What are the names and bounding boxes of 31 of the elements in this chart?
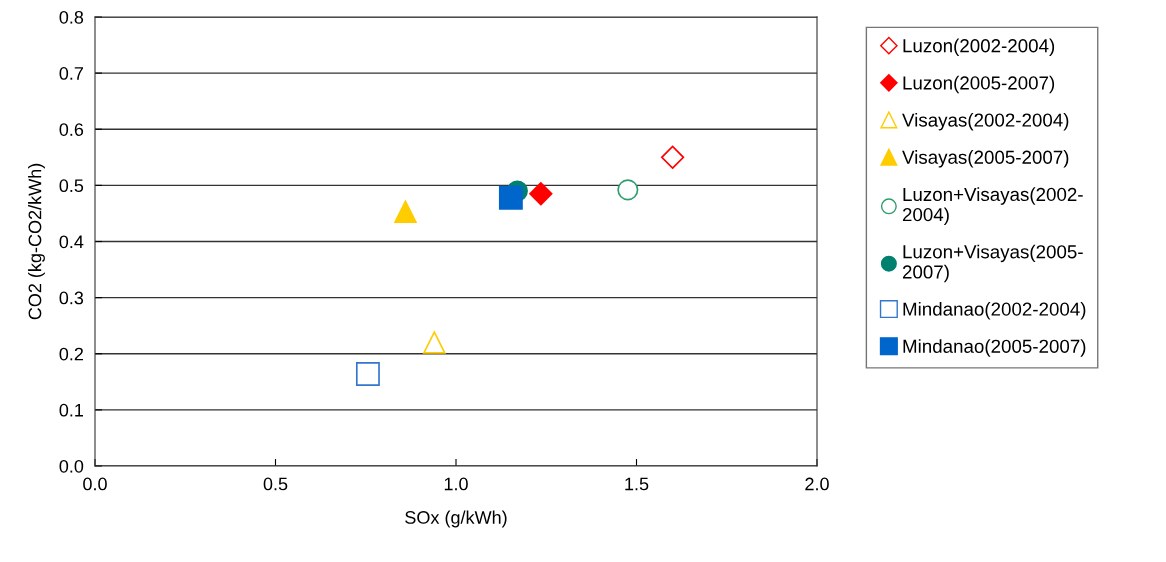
y-tick-label: 0.5 <box>59 179 84 193</box>
x-tick-label: 2.0 <box>805 477 829 491</box>
legend-label: Mindanao(2005-2007) <box>903 339 1086 357</box>
x-tick-label: 1.5 <box>625 477 649 491</box>
legend-label: Visayas(2005-2007) <box>902 150 1069 168</box>
point <box>617 179 639 201</box>
x-tick-label: 1.0 <box>444 477 468 491</box>
point <box>529 182 553 206</box>
y-tick-label: 0.3 <box>59 291 84 305</box>
legend-label: Luzon(2002-2004) <box>903 38 1055 57</box>
legend-label: Luzon+Visayas(2002- 2004) <box>902 187 1083 225</box>
x-tick-label: 0.0 <box>83 477 107 491</box>
y-tick-label: 0.7 <box>59 67 83 80</box>
point <box>394 200 417 224</box>
x-axis-title: SOx (g/kWh) <box>405 510 507 528</box>
legend-label: Visayas(2002-2004) <box>902 112 1069 131</box>
x-tick-label: 0.5 <box>263 477 288 491</box>
legend-label: Luzon+Visayas(2005- 2007) <box>902 244 1083 283</box>
y-axis-title: CO2 (kg-CO2/kWh) <box>28 163 45 320</box>
y-tick-label: 0.8 <box>59 10 84 24</box>
point <box>498 185 523 210</box>
y-tick-label: 0.4 <box>59 235 84 249</box>
y-tick-label: 0.6 <box>59 123 84 136</box>
legend-label: Luzon(2005-2007) <box>903 75 1055 94</box>
y-tick-label: 0.0 <box>59 459 84 473</box>
y-tick-label: 0.1 <box>59 403 84 417</box>
legend-label: Mindanao(2002-2004) <box>903 302 1086 320</box>
point <box>355 362 380 386</box>
point <box>423 331 446 354</box>
y-tick-label: 0.2 <box>59 347 83 361</box>
point <box>660 145 685 169</box>
